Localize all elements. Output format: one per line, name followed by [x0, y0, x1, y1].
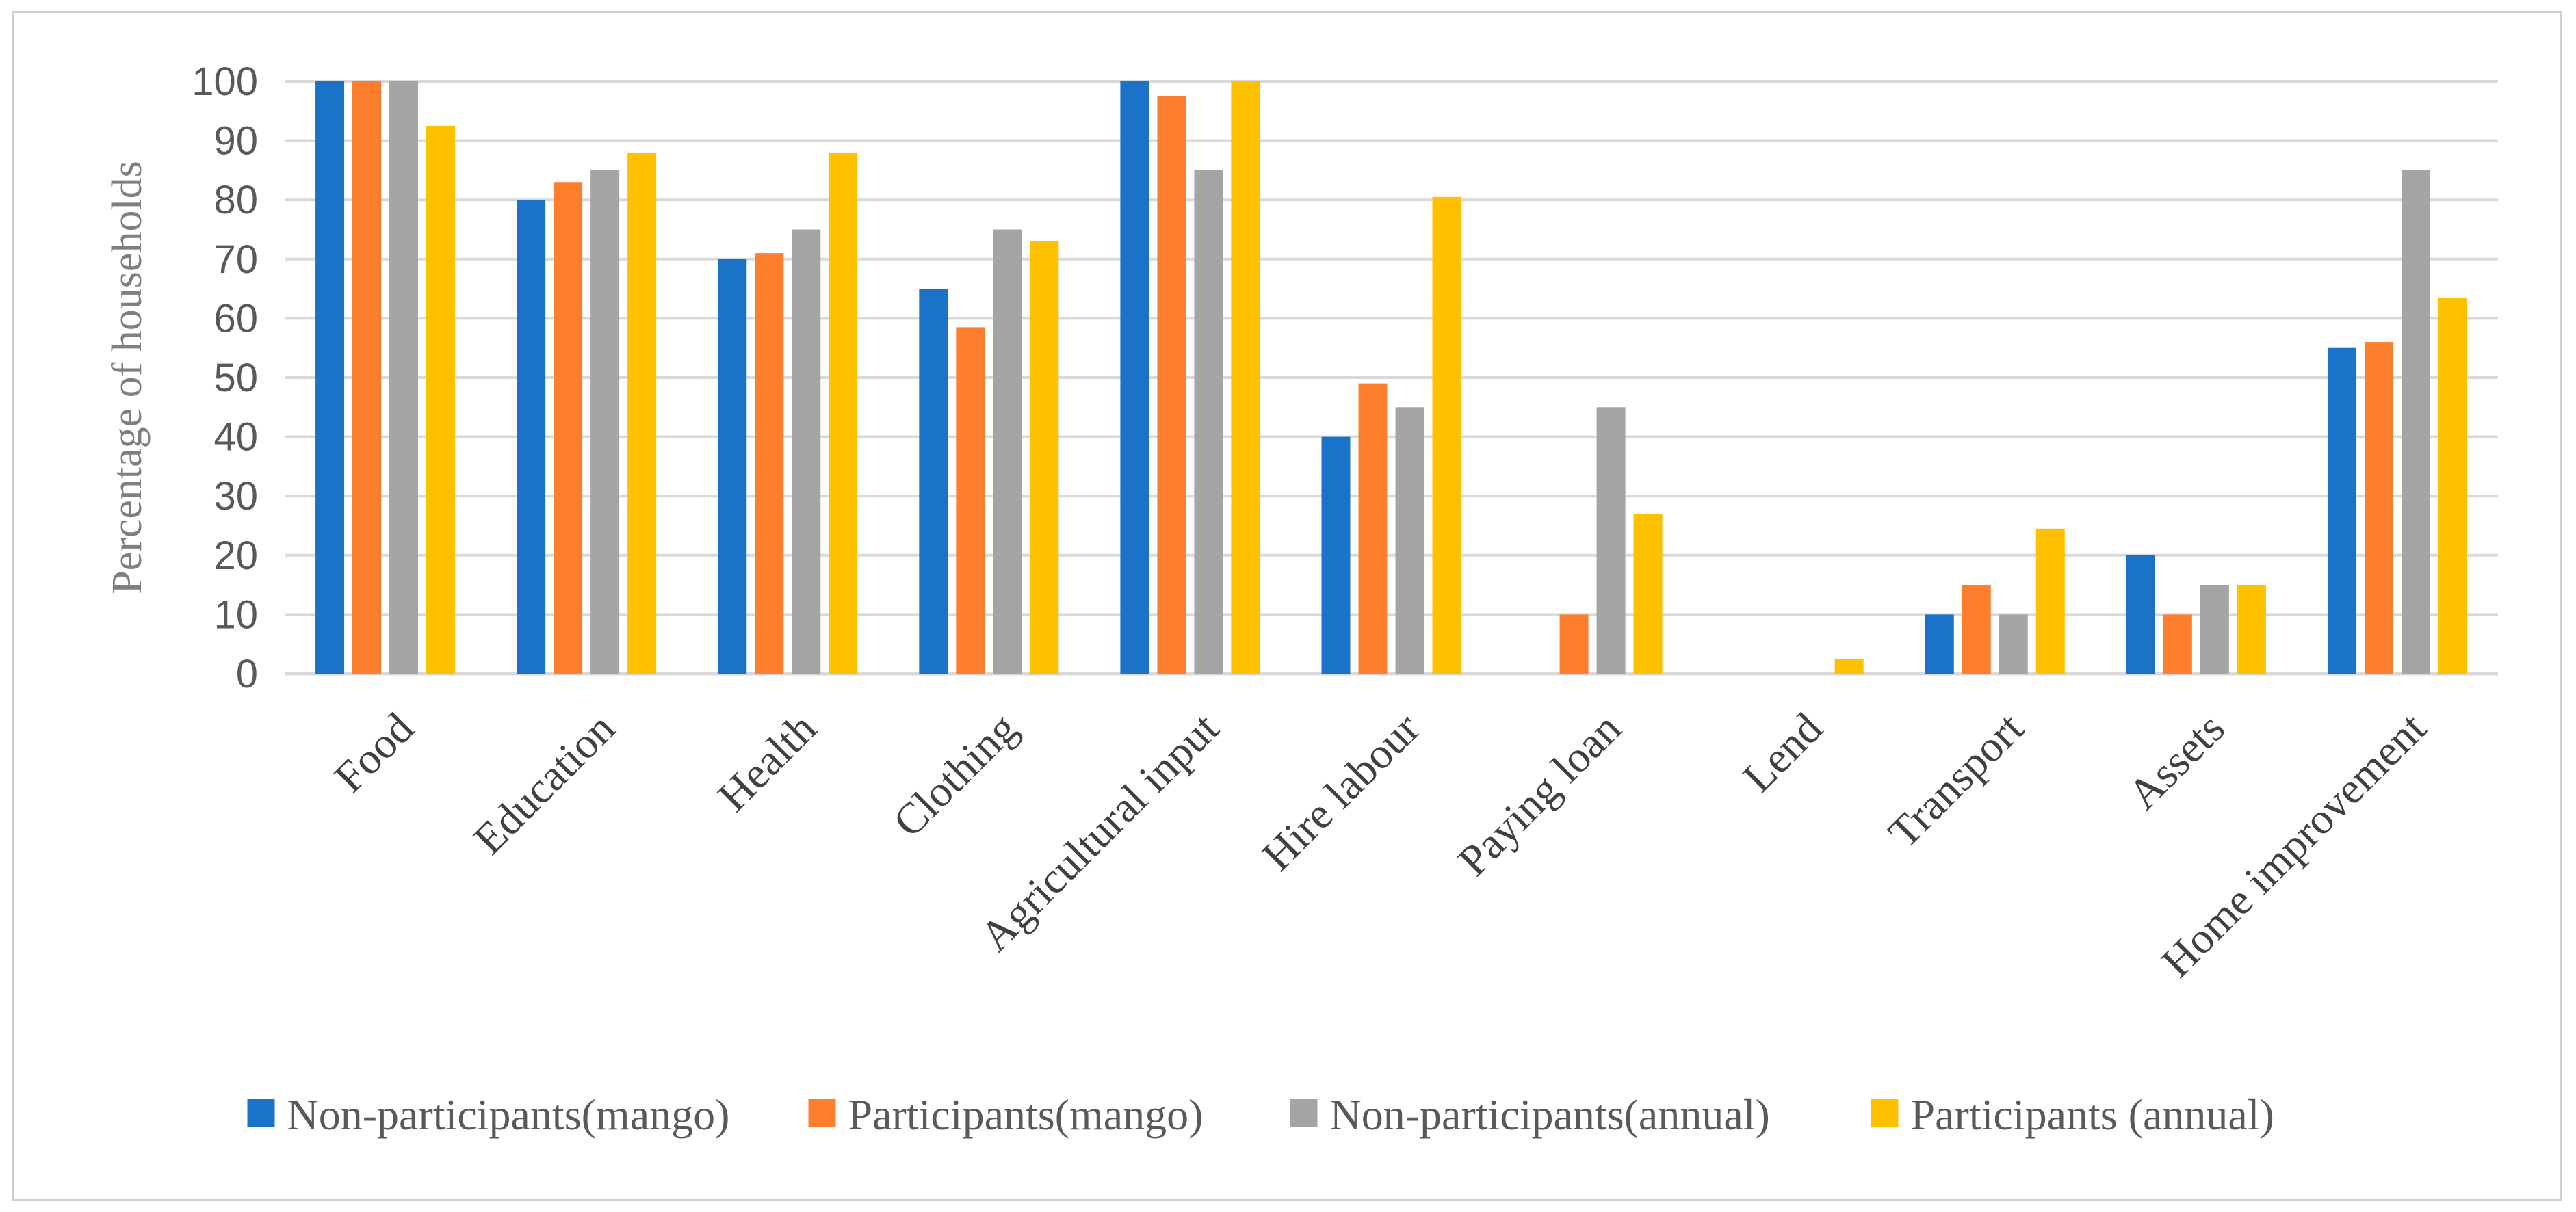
legend-label: Participants(mango): [848, 1090, 1204, 1139]
bar: [1559, 614, 1589, 674]
x-tick-label: Assets: [2118, 704, 2233, 819]
bar: [590, 170, 620, 674]
bar: [1834, 659, 1864, 674]
bar: [426, 125, 456, 674]
bar: [1157, 96, 1186, 674]
y-tick-label: 40: [213, 415, 258, 460]
bar: [1120, 81, 1149, 674]
bar: [956, 327, 985, 674]
bar: [2438, 298, 2467, 674]
y-tick-label: 90: [213, 119, 258, 163]
legend-swatch: [1290, 1099, 1318, 1127]
x-tick-label: Education: [464, 704, 624, 864]
y-tick-label: 70: [213, 237, 258, 282]
bar: [2163, 614, 2192, 674]
bar: [2401, 170, 2430, 674]
legend-label: Non-participants(annual): [1330, 1090, 1770, 1139]
y-tick-label: 80: [213, 178, 258, 222]
bar: [1962, 585, 1991, 674]
x-tick-label: Hire labour: [1253, 704, 1429, 880]
bar: [1358, 383, 1388, 674]
bar: [2035, 528, 2065, 674]
bar: [1321, 436, 1351, 674]
bar: [919, 289, 948, 674]
bar: [315, 81, 345, 674]
legend-swatch: [808, 1099, 836, 1127]
y-axis-ticks: 0 10 20 30 40 50 60 70 80 90 100: [192, 60, 258, 696]
x-tick-label: Paying loan: [1448, 704, 1630, 885]
bar: [1633, 514, 1663, 674]
y-tick-label: 10: [213, 592, 258, 637]
x-tick-label: Transport: [1879, 704, 2033, 858]
bar: [792, 229, 821, 674]
x-tick-label: Lend: [1733, 704, 1831, 802]
bar: [1432, 196, 1461, 674]
bar: [1395, 407, 1424, 674]
bar: [627, 152, 657, 674]
bar-chart: Percentage of households 0 10 20 30 40 50 60 70…: [104, 60, 2498, 1139]
bar: [829, 152, 858, 674]
bar: [517, 200, 546, 674]
y-axis-label: Percentage of households: [104, 161, 151, 594]
bar: [1194, 170, 1223, 674]
legend: Non-participants(mango) Participants(mang…: [247, 1090, 2274, 1139]
y-tick-label: 100: [192, 60, 258, 104]
legend-label: Participants (annual): [1911, 1090, 2274, 1139]
bar: [389, 81, 419, 674]
y-tick-label: 30: [213, 474, 258, 518]
bar: [2200, 585, 2229, 674]
y-tick-label: 60: [213, 296, 258, 341]
y-tick-label: 0: [236, 652, 258, 696]
bar: [993, 229, 1022, 674]
legend-label: Non-participants(mango): [287, 1090, 730, 1139]
legend-swatch: [1871, 1099, 1899, 1127]
bar: [755, 253, 784, 674]
bar: [1231, 81, 1260, 674]
y-tick-label: 20: [213, 533, 258, 578]
legend-swatch: [247, 1099, 275, 1127]
bar: [1596, 407, 1626, 674]
x-tick-label: Food: [325, 704, 423, 802]
bar: [352, 81, 382, 674]
chart-frame: Percentage of households 0 10 20 30 40 50 60 70…: [12, 11, 2562, 1201]
x-tick-label: Clothing: [884, 704, 1027, 847]
bar: [718, 259, 747, 674]
bar: [2364, 342, 2393, 674]
bar: [1030, 241, 1059, 674]
bar: [2327, 347, 2356, 674]
bar: [554, 182, 583, 674]
bar: [1925, 614, 1954, 674]
x-tick-label: Health: [708, 704, 825, 821]
bar: [1999, 614, 2028, 674]
bars: [315, 81, 2467, 674]
x-axis-ticks: Food Education Health ClothingAgricultural …: [325, 704, 2435, 987]
bar: [2126, 555, 2155, 674]
bar: [2237, 585, 2266, 674]
y-tick-label: 50: [213, 356, 258, 400]
